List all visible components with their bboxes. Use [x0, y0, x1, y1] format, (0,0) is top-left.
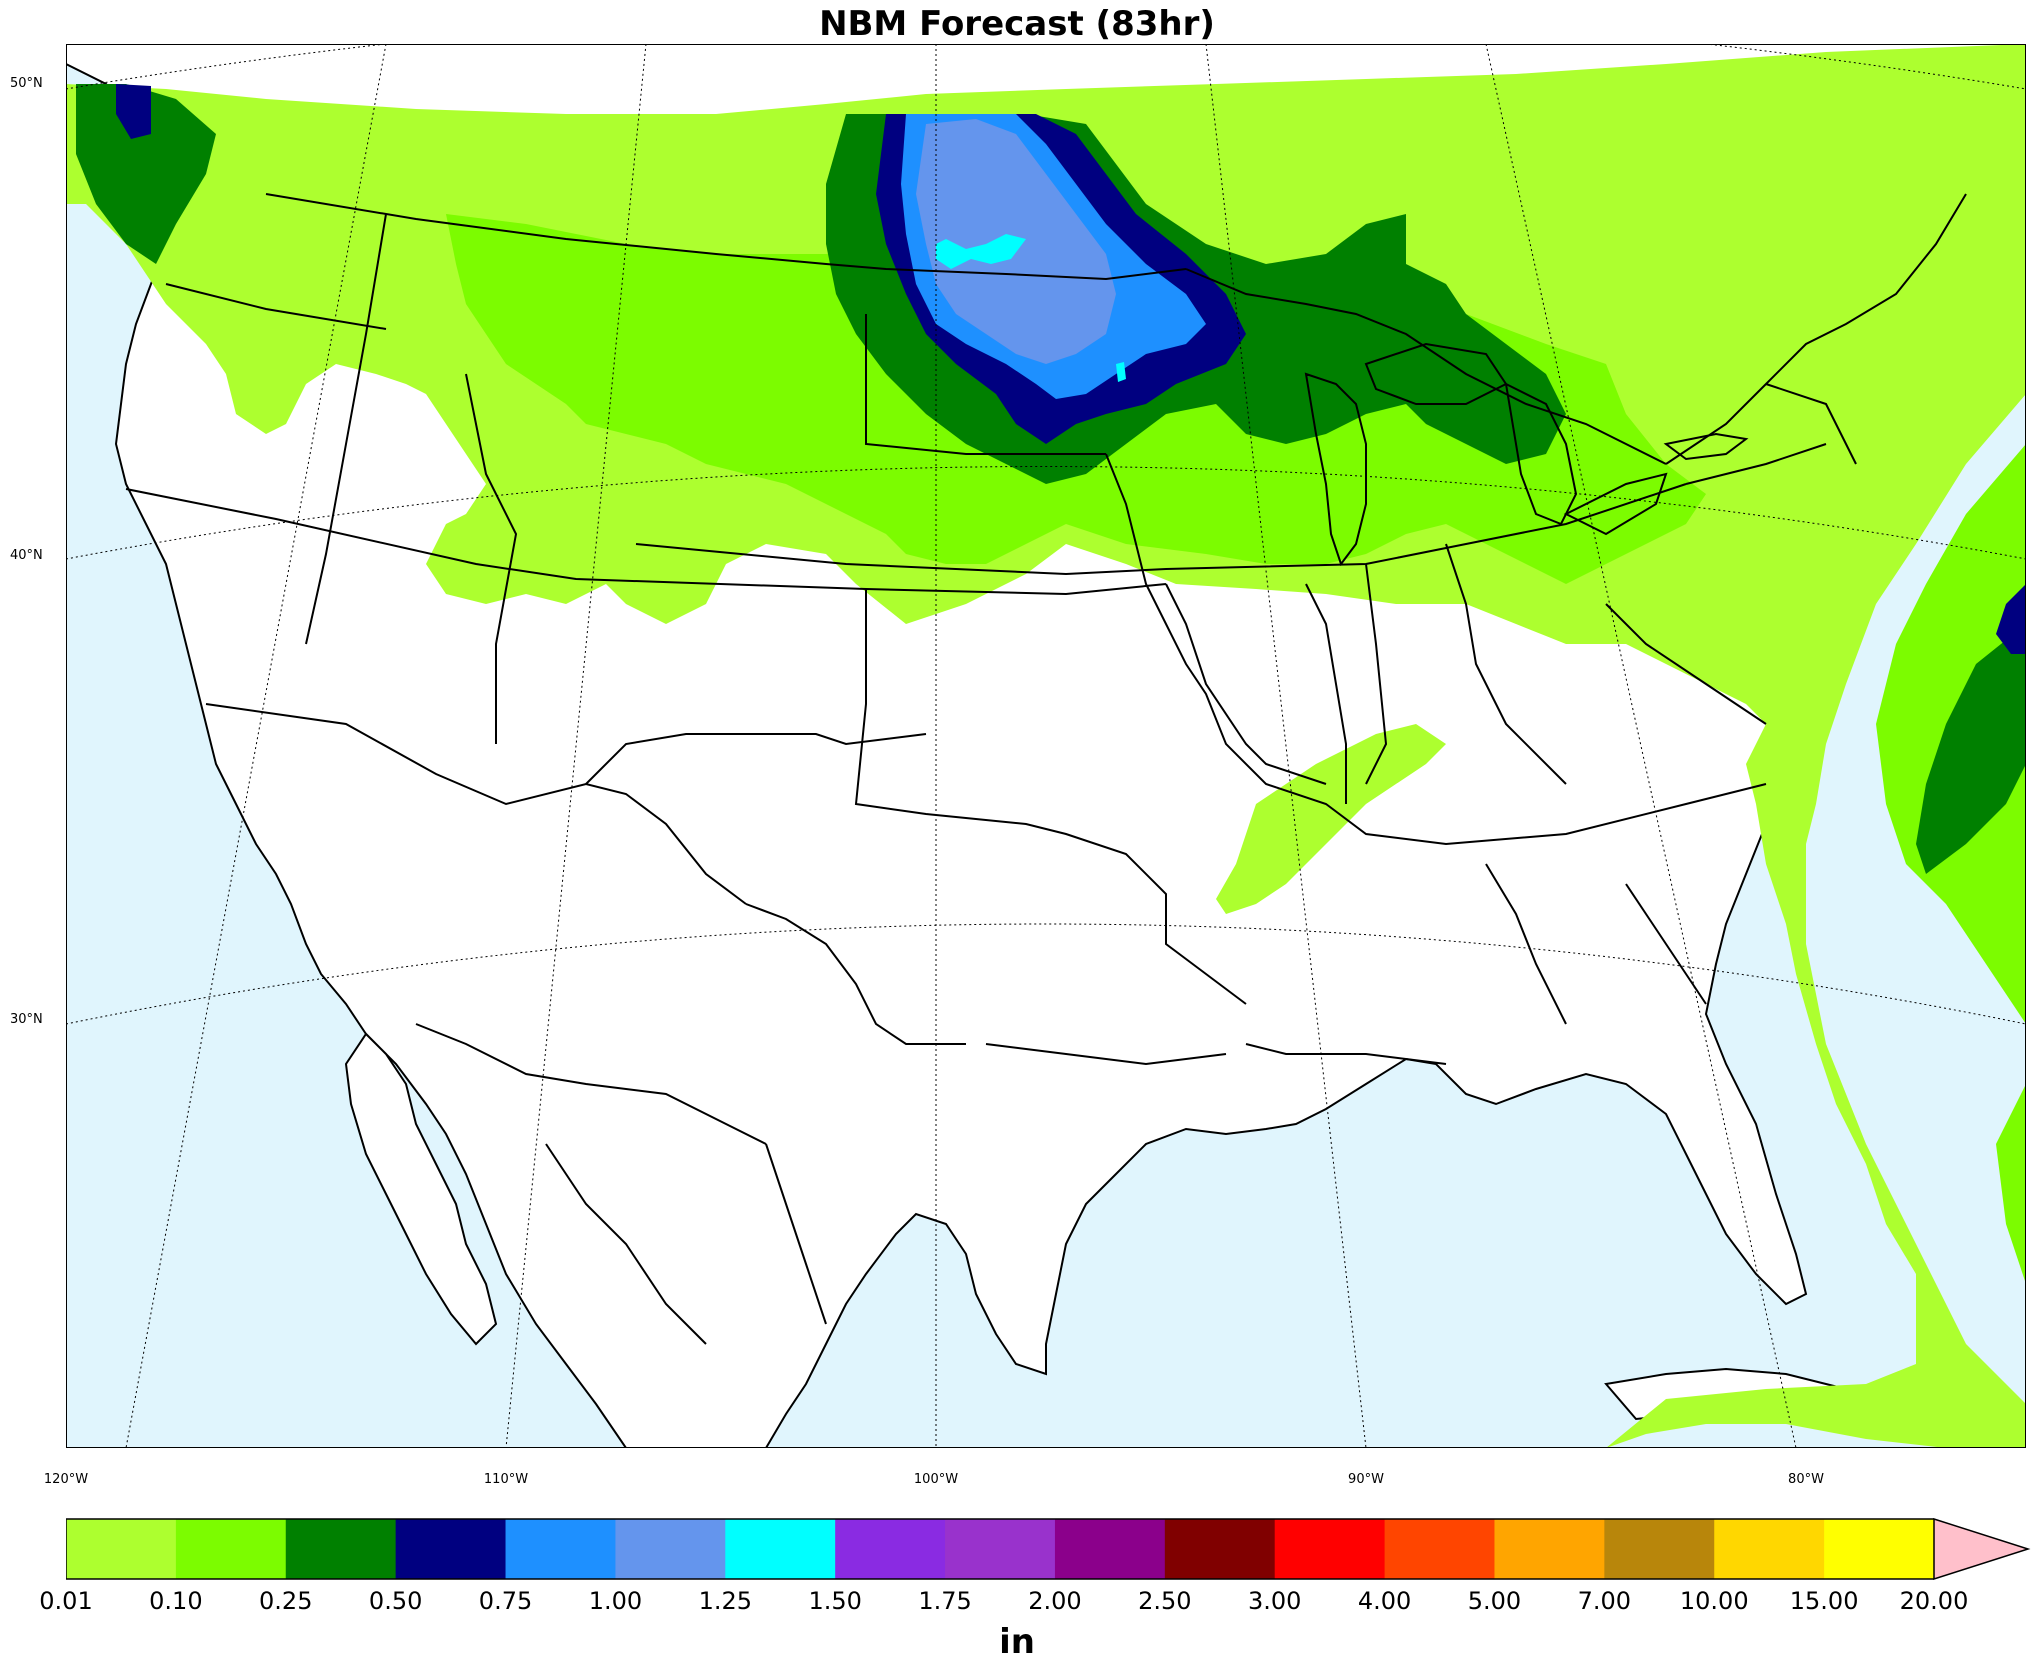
map-title: NBM Forecast (83hr) — [819, 4, 1215, 44]
colorbar-segment — [1604, 1519, 1715, 1579]
lat-label-50: 50°N — [10, 76, 43, 91]
colorbar-tick-label: 5.00 — [1467, 1587, 1522, 1615]
colorbar-extend-arrow — [1933, 1518, 2031, 1580]
colorbar-segment — [1714, 1519, 1825, 1579]
colorbar — [66, 1518, 2031, 1580]
colorbar-tick-label: 2.00 — [1028, 1587, 1082, 1615]
colorbar-tick-label: 1.25 — [698, 1587, 752, 1615]
lon-label-120w: 120°W — [43, 1472, 89, 1487]
colorbar-tick-label: 10.00 — [1679, 1587, 1749, 1615]
colorbar-segment — [1384, 1519, 1495, 1579]
colorbar-units: in — [999, 1622, 1035, 1662]
lon-label-100w: 100°W — [913, 1472, 959, 1487]
graticule — [66, 44, 2026, 1448]
colorbar-tick-label: 0.01 — [39, 1587, 93, 1615]
colorbar-tick-label: 0.50 — [368, 1587, 423, 1615]
colorbar-segment — [1054, 1519, 1166, 1579]
colorbar-segment — [175, 1519, 287, 1579]
colorbar-segment — [395, 1519, 507, 1579]
colorbar-tick-label: 20.00 — [1899, 1587, 1969, 1615]
colorbar-tick-label: 2.50 — [1138, 1587, 1192, 1615]
colorbar-tick-label: 15.00 — [1789, 1587, 1859, 1615]
colorbar-tick-label: 0.10 — [149, 1587, 203, 1615]
lat-label-30: 30°N — [10, 1012, 43, 1027]
colorbar-tick-label: 0.75 — [478, 1587, 533, 1615]
colorbar-segment — [835, 1519, 946, 1579]
colorbar-tick-label: 1.00 — [588, 1587, 643, 1615]
colorbar-segment — [1494, 1519, 1605, 1579]
colorbar-segment — [285, 1519, 397, 1579]
colorbar-segment — [1274, 1519, 1386, 1579]
colorbar-segment — [505, 1519, 616, 1579]
precipitation-map — [66, 44, 2026, 1448]
colorbar-tick-label: 0.25 — [259, 1587, 313, 1615]
baja-peninsula — [344, 1032, 498, 1346]
colorbar-tick-label: 4.00 — [1357, 1587, 1412, 1615]
great-lakes — [1304, 342, 1749, 567]
colorbar-segment — [66, 1519, 177, 1579]
lat-label-40: 40°N — [10, 548, 43, 563]
colorbar-tick-label: 7.00 — [1577, 1587, 1632, 1615]
lon-label-80w: 80°W — [1788, 1472, 1824, 1487]
colorbar-segment — [945, 1519, 1056, 1579]
precip-1.25 — [936, 234, 1126, 382]
colorbar-tick-label: 1.75 — [918, 1587, 972, 1615]
colorbar-frame — [66, 1518, 1934, 1580]
lon-label-90w: 90°W — [1348, 1472, 1384, 1487]
colorbar-segment — [615, 1519, 726, 1579]
colorbar-segment — [1164, 1519, 1276, 1579]
colorbar-segment — [1824, 1519, 1935, 1579]
colorbar-segment — [725, 1519, 836, 1579]
colorbar-tick-label: 1.50 — [808, 1587, 862, 1615]
lon-label-110w: 110°W — [483, 1472, 529, 1487]
colorbar-tick-label: 3.00 — [1247, 1587, 1302, 1615]
